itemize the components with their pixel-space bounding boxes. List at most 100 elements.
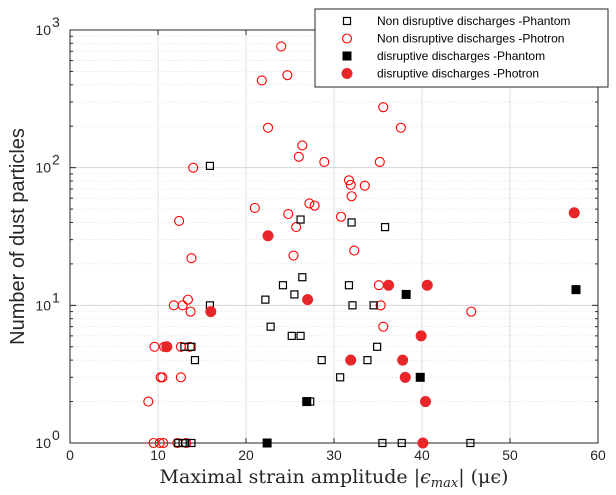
data-point <box>417 437 429 449</box>
y-tick-exponent: 2 <box>52 152 60 168</box>
data-points <box>143 41 581 449</box>
data-point <box>395 122 406 133</box>
data-point <box>175 372 186 383</box>
x-tick-label: 50 <box>502 447 518 463</box>
x-axis-title: Maximal strain amplitude |ϵmax| (μϵ) <box>160 466 509 491</box>
data-point <box>143 396 154 407</box>
data-point <box>262 122 274 133</box>
data-point <box>380 223 390 232</box>
data-point <box>415 372 425 382</box>
data-point <box>420 396 432 408</box>
data-point <box>397 438 406 448</box>
data-point <box>401 289 411 299</box>
x-axis-title-subscript: max <box>431 476 459 491</box>
legend-label: Non disruptive discharges -Photron <box>377 32 564 46</box>
data-point <box>466 438 475 448</box>
data-point <box>297 140 308 151</box>
legend-label: Non disruptive discharges -Phantom <box>377 14 570 28</box>
data-point <box>256 75 267 86</box>
data-point <box>149 341 160 352</box>
data-point <box>373 280 384 291</box>
data-point <box>375 300 386 311</box>
data-point <box>287 331 296 340</box>
legend-entry: disruptive discharges -Phantom <box>342 49 545 63</box>
data-point <box>187 342 196 351</box>
data-point <box>383 279 395 291</box>
data-point <box>571 285 581 295</box>
data-point <box>168 300 179 311</box>
data-point <box>262 438 272 448</box>
data-point <box>302 397 312 407</box>
legend-box <box>314 8 609 88</box>
data-point <box>161 341 173 353</box>
x-tick-label: 30 <box>326 447 342 463</box>
x-axis-title-symbol: ϵ <box>420 466 431 488</box>
legend-entry: Non disruptive discharges -Phantom <box>342 14 570 28</box>
data-point <box>282 70 293 81</box>
data-point <box>378 438 387 448</box>
data-point <box>466 306 477 317</box>
series-square-open <box>174 161 475 448</box>
data-point <box>568 207 580 219</box>
data-point <box>186 253 197 264</box>
data-point <box>373 342 382 351</box>
y-tick-label: 10 <box>35 160 51 176</box>
x-tick-label: 40 <box>414 447 430 463</box>
data-point <box>363 356 372 365</box>
y-tick-exponent: 0 <box>52 427 60 443</box>
x-tick-label: 60 <box>590 447 606 463</box>
data-point <box>249 202 260 213</box>
data-point <box>309 200 320 211</box>
data-point <box>335 211 347 222</box>
data-point <box>336 373 345 382</box>
data-point <box>293 151 304 162</box>
data-point <box>158 437 169 449</box>
data-point <box>415 330 427 342</box>
x-tick-label: 0 <box>66 447 74 463</box>
data-point <box>374 156 385 168</box>
data-point <box>148 437 159 449</box>
legend-marker <box>341 68 353 79</box>
data-point <box>344 281 354 290</box>
data-point <box>346 191 357 202</box>
series-square-filled <box>262 285 581 448</box>
data-point <box>399 371 411 383</box>
legend-entry: Non disruptive discharges -Photron <box>341 32 564 46</box>
data-point <box>397 354 409 366</box>
x-tick-label: 20 <box>238 447 254 463</box>
data-point <box>296 331 305 340</box>
data-point <box>276 41 287 52</box>
data-point <box>262 230 274 242</box>
data-point <box>378 102 389 113</box>
series-circle-filled <box>161 207 580 449</box>
data-point <box>157 372 168 383</box>
data-point <box>182 294 193 305</box>
grid-lines <box>70 30 598 443</box>
x-axis-title-part: Maximal strain amplitude | <box>160 466 421 488</box>
data-point <box>378 321 389 332</box>
legend-label: disruptive discharges -Phantom <box>377 49 545 63</box>
x-tick-label: 10 <box>150 447 166 463</box>
y-tick-label: 10 <box>35 22 51 38</box>
data-point <box>348 301 357 310</box>
data-point <box>369 301 378 310</box>
data-point <box>343 175 355 186</box>
legend-label: disruptive discharges -Photron <box>377 67 539 81</box>
data-point <box>291 222 302 233</box>
data-point <box>296 215 305 224</box>
legend: Non disruptive discharges -Phantom Non di… <box>314 8 609 88</box>
data-point <box>278 281 288 290</box>
data-point <box>317 356 326 365</box>
data-point <box>290 290 299 299</box>
x-axis-title-part: | (μϵ) <box>458 466 508 488</box>
data-point <box>261 295 270 304</box>
data-point <box>266 322 275 331</box>
data-point <box>187 438 196 448</box>
series-circle-open <box>143 41 477 449</box>
data-point <box>190 356 200 365</box>
data-point <box>174 215 185 227</box>
data-point <box>185 306 196 317</box>
y-tick-label: 10 <box>35 435 51 451</box>
data-point <box>188 162 199 173</box>
